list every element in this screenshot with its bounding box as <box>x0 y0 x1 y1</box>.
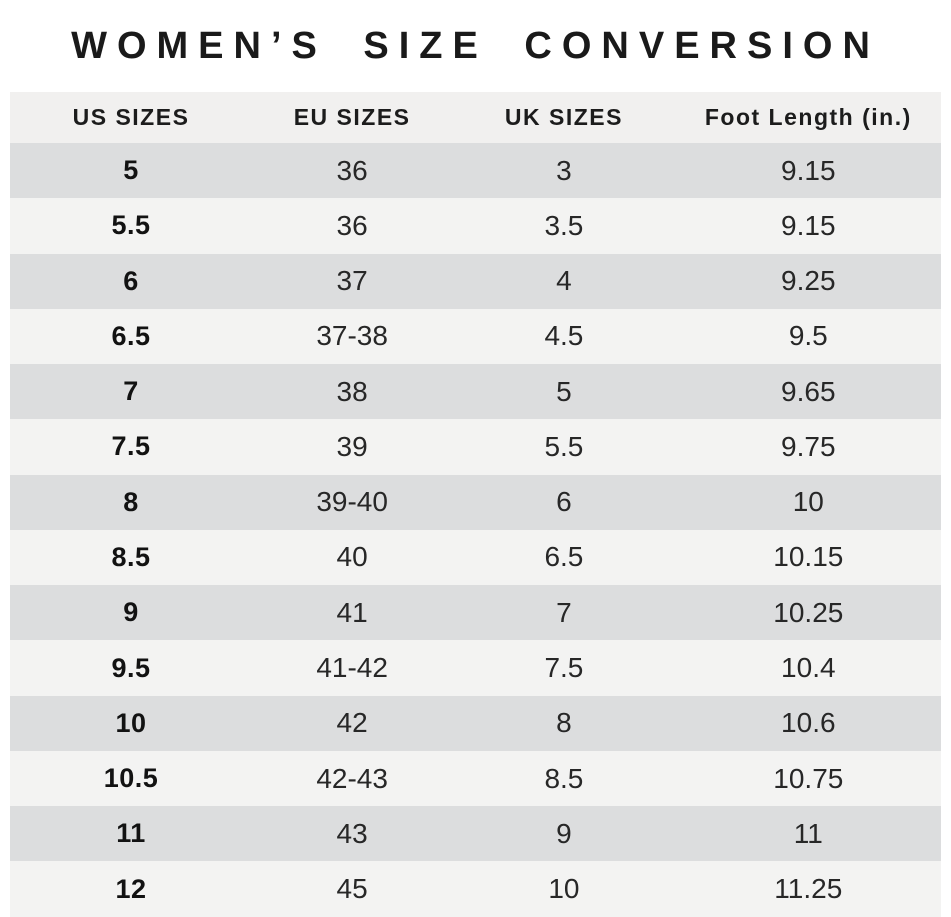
foot-length-cell: 9.15 <box>781 154 836 186</box>
eu-size-cell: 37-38 <box>316 320 388 352</box>
us-size-cell: 10 <box>115 707 147 738</box>
eu-size-cell: 41 <box>336 596 368 628</box>
foot-length-cell: 9.65 <box>781 375 836 407</box>
us-size-cell: 9.5 <box>111 652 151 683</box>
foot-length-cell: 10 <box>792 486 824 518</box>
size-table-body: 5 36 3 9.15 5.5 36 3.5 9.15 6 37 4 9.25 6.5 37-38 4.5 9… <box>10 143 941 917</box>
uk-size-cell: 6.5 <box>544 541 584 573</box>
us-size-cell: 6 <box>123 265 139 296</box>
table-row: 6.5 37-38 4.5 9.5 <box>10 308 941 365</box>
eu-size-cell: 39 <box>336 430 368 462</box>
table-row: 10.5 42-43 8.5 10.75 <box>10 750 941 807</box>
us-size-cell: 8.5 <box>111 541 151 572</box>
uk-size-cell: 7 <box>556 596 572 628</box>
us-size-cell: 7.5 <box>111 431 151 462</box>
page-title: WOMEN’S SIZE CONVERSION <box>71 24 880 67</box>
eu-size-cell: 39-40 <box>316 486 388 518</box>
us-size-cell: 5 <box>123 155 139 186</box>
us-size-cell: 10.5 <box>103 763 159 794</box>
foot-length-cell: 10.4 <box>781 652 836 684</box>
eu-size-cell: 41-42 <box>316 652 388 684</box>
foot-length-cell: 9.5 <box>788 320 828 352</box>
us-size-cell: 11 <box>116 818 146 849</box>
uk-size-cell: 8.5 <box>544 762 584 794</box>
table-row: 6 37 4 9.25 <box>10 253 941 309</box>
eu-size-cell: 43 <box>336 817 368 849</box>
uk-size-cell: 9 <box>556 817 572 849</box>
uk-size-cell: 4.5 <box>544 320 584 352</box>
foot-length-cell: 11.25 <box>774 873 843 905</box>
column-header-uk-sizes: UK SIZES <box>504 104 623 130</box>
foot-length-cell: 10.6 <box>781 707 836 739</box>
table-row: 7.5 39 5.5 9.75 <box>10 419 941 475</box>
eu-size-cell: 42 <box>336 707 368 739</box>
table-row: 5.5 36 3.5 9.15 <box>10 198 941 254</box>
column-header-eu-sizes: EU SIZES <box>293 104 411 130</box>
uk-size-cell: 3.5 <box>544 209 584 241</box>
eu-size-cell: 38 <box>336 375 368 407</box>
table-row: 8.5 40 6.5 10.15 <box>10 529 941 586</box>
table-row: 10 42 8 10.6 <box>10 695 941 751</box>
foot-length-cell: 9.75 <box>781 430 836 462</box>
table-header-row: US SIZES EU SIZES UK SIZES Foot Length (… <box>10 92 941 143</box>
foot-length-cell: 10.15 <box>773 541 844 573</box>
us-size-cell: 12 <box>115 873 147 904</box>
foot-length-cell: 9.25 <box>781 265 836 297</box>
table-row: 5 36 3 9.15 <box>10 143 941 199</box>
table-row: 9 41 7 10.25 <box>10 585 941 641</box>
table-row: 8 39-40 6 10 <box>10 474 941 530</box>
column-header-foot-length: Foot Length (in.) <box>704 104 912 130</box>
foot-length-cell: 11 <box>793 817 823 849</box>
table-row: 9.5 41-42 7.5 10.4 <box>10 640 941 696</box>
eu-size-cell: 36 <box>336 209 368 241</box>
eu-size-cell: 45 <box>336 873 368 905</box>
us-size-cell: 7 <box>123 376 139 407</box>
foot-length-cell: 10.75 <box>773 762 844 794</box>
eu-size-cell: 42-43 <box>316 762 388 794</box>
uk-size-cell: 5.5 <box>544 430 584 462</box>
eu-size-cell: 40 <box>336 541 368 573</box>
table-row: 7 38 5 9.65 <box>10 364 941 420</box>
column-header-us-sizes: US SIZES <box>72 104 190 130</box>
foot-length-cell: 10.25 <box>773 596 844 628</box>
table-row: 11 43 9 11 <box>10 806 941 862</box>
uk-size-cell: 4 <box>556 265 572 297</box>
eu-size-cell: 37 <box>336 265 368 297</box>
uk-size-cell: 8 <box>556 707 572 739</box>
us-size-cell: 8 <box>123 486 139 517</box>
us-size-cell: 6.5 <box>111 320 151 351</box>
size-conversion-table: US SIZES EU SIZES UK SIZES Foot Length (… <box>10 92 941 917</box>
foot-length-cell: 9.15 <box>781 209 836 241</box>
table-row: 12 45 10 11.25 <box>10 861 941 917</box>
uk-size-cell: 10 <box>548 873 580 905</box>
uk-size-cell: 6 <box>556 486 572 518</box>
us-size-cell: 5.5 <box>111 210 151 241</box>
uk-size-cell: 7.5 <box>544 652 584 684</box>
us-size-cell: 9 <box>123 597 139 628</box>
eu-size-cell: 36 <box>336 154 368 186</box>
uk-size-cell: 3 <box>556 154 572 186</box>
uk-size-cell: 5 <box>556 375 572 407</box>
